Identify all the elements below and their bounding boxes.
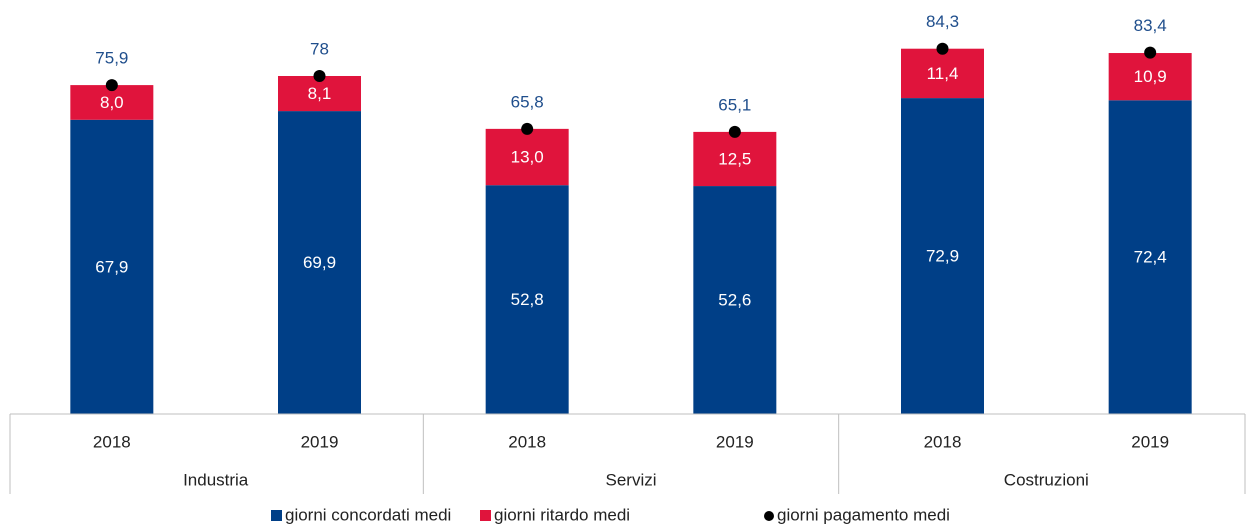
bar-segment xyxy=(693,186,777,414)
group-label: Servizi xyxy=(605,470,656,489)
bar-segment xyxy=(1108,100,1192,415)
bar-segment xyxy=(901,48,984,99)
bar-segment xyxy=(70,119,154,415)
bar-label: 8,1 xyxy=(308,84,332,103)
dot-label: 65,1 xyxy=(718,95,751,114)
legend-swatch xyxy=(271,510,282,521)
bar-segment xyxy=(1108,53,1192,101)
legend-label: giorni ritardo medi xyxy=(494,505,630,524)
legend-label: giorni pagamento medi xyxy=(777,505,950,524)
bar-segment xyxy=(485,128,569,186)
bar-label: 69,9 xyxy=(303,253,336,272)
bar-label: 72,9 xyxy=(926,247,959,266)
dot xyxy=(728,125,741,138)
bar-label: 67,9 xyxy=(95,257,128,276)
legend-swatch xyxy=(480,510,491,521)
bar-label: 10,9 xyxy=(1134,67,1167,86)
dot xyxy=(1144,46,1157,59)
bar-label: 52,6 xyxy=(718,291,751,310)
x-tick-label: 2018 xyxy=(508,432,546,451)
bar-segment xyxy=(693,131,777,187)
dot-label: 78 xyxy=(310,39,329,58)
bar-segment xyxy=(278,111,361,414)
x-tick-label: 2019 xyxy=(716,432,754,451)
x-tick-label: 2019 xyxy=(1131,432,1169,451)
bar-label: 72,4 xyxy=(1134,248,1167,267)
bar-label: 52,8 xyxy=(511,290,544,309)
bar-label: 12,5 xyxy=(718,149,751,168)
x-tick-label: 2018 xyxy=(93,432,131,451)
group-label: Costruzioni xyxy=(1004,470,1089,489)
dot-label: 84,3 xyxy=(926,12,959,31)
bar-label: 8,0 xyxy=(100,93,124,112)
group-label: Industria xyxy=(183,470,249,489)
dot-label: 75,9 xyxy=(95,49,128,68)
bar-segment xyxy=(901,98,984,414)
bar-label: 13,0 xyxy=(511,148,544,167)
dot xyxy=(105,79,118,92)
dot xyxy=(521,122,534,135)
bar-segment xyxy=(485,185,569,414)
dot xyxy=(936,42,949,55)
dot xyxy=(313,70,326,82)
x-tick-label: 2018 xyxy=(924,432,962,451)
dot-label: 83,4 xyxy=(1134,16,1167,35)
x-tick-label: 2019 xyxy=(301,432,339,451)
dot-label: 65,8 xyxy=(511,92,544,111)
legend-label: giorni concordati medi xyxy=(285,505,451,524)
bar-label: 11,4 xyxy=(927,64,959,83)
legend-swatch xyxy=(764,511,774,521)
